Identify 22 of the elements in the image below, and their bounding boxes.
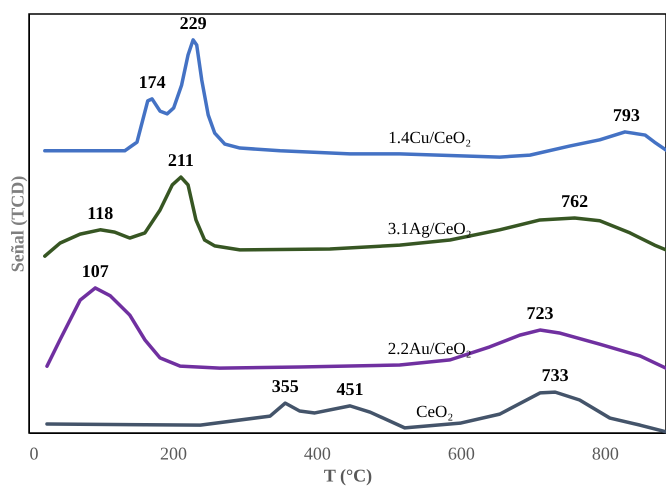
annotation: 733 (542, 365, 569, 386)
series-label: 2.2Au/CeO₂ (388, 339, 472, 358)
annotation: 723 (526, 303, 554, 324)
annotation: 211 (168, 150, 194, 170)
x-tick-label: 800 (592, 444, 619, 464)
annotation: 229 (180, 12, 207, 33)
series-label: 3.1Ag/CeO₂ (388, 219, 472, 238)
series-label: 1.4Cu/CeO₂ (388, 128, 472, 147)
x-tick-label: 600 (448, 444, 475, 464)
annotation: 107 (82, 260, 109, 281)
x-tick-label: 400 (304, 444, 331, 464)
annotation: 762 (561, 190, 588, 211)
y-axis-title: Señal (TCD) (8, 176, 28, 272)
annotation: 118 (87, 202, 114, 223)
series-label: CeO₂ (416, 402, 454, 421)
annotation: 174 (138, 72, 166, 92)
x-tick-label: 200 (160, 444, 187, 464)
annotation: 451 (336, 378, 364, 399)
x-axis-title: T (°C) (324, 466, 372, 486)
annotation: 793 (612, 104, 640, 125)
annotation: 355 (272, 376, 299, 396)
x-tick-label: 0 (30, 444, 38, 464)
